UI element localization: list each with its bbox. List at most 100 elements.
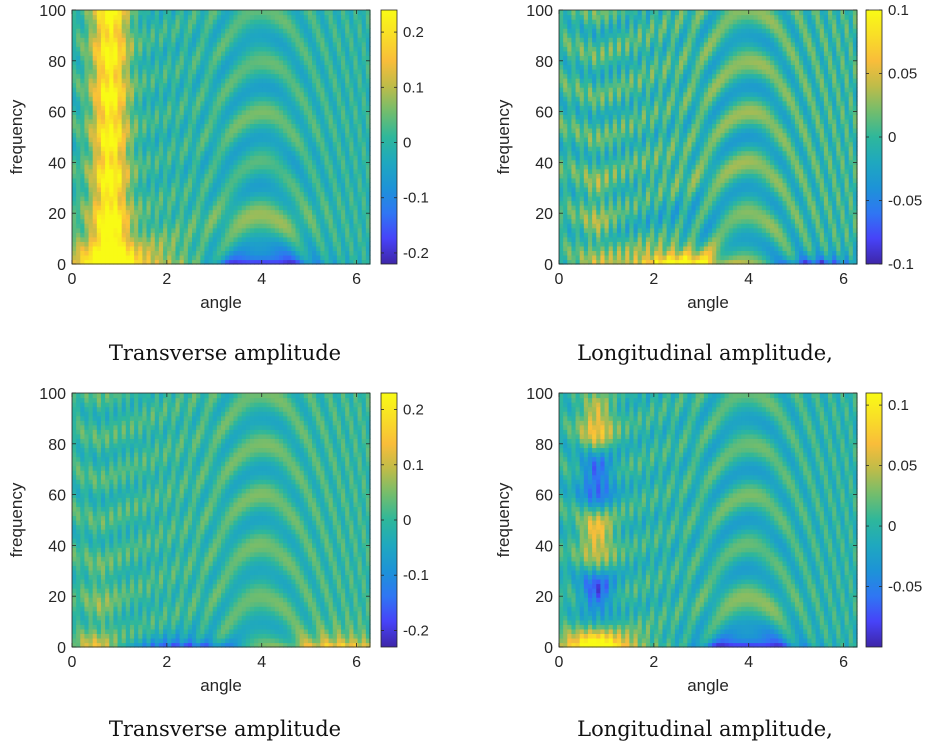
heatmap-cell — [167, 237, 172, 242]
heatmap-cell — [312, 74, 317, 79]
heatmap-cell — [329, 182, 334, 187]
heatmap-cell — [358, 210, 363, 215]
heatmap-cell — [613, 246, 618, 251]
y-tick-label: 60 — [48, 105, 66, 122]
heatmap-cell — [304, 223, 309, 228]
heatmap-cell — [795, 246, 800, 251]
heatmap-cell — [217, 51, 222, 56]
heatmap-cell — [134, 210, 139, 215]
heatmap-cell — [275, 151, 280, 156]
heatmap-cell — [258, 24, 263, 29]
heatmap-cell — [600, 255, 605, 260]
heatmap-cell — [296, 228, 301, 233]
heatmap-cell — [304, 28, 309, 33]
heatmap-cell — [353, 164, 358, 169]
heatmap-cell — [341, 178, 346, 183]
heatmap-cell — [349, 46, 354, 51]
heatmap-cell — [76, 214, 81, 219]
heatmap-cell — [333, 105, 338, 110]
heatmap-cell — [304, 33, 309, 38]
heatmap-cell — [716, 228, 721, 233]
heatmap-cell — [799, 210, 804, 215]
heatmap-cell — [283, 178, 288, 183]
heatmap-cell — [267, 119, 272, 124]
heatmap-cell — [246, 178, 251, 183]
heatmap-cell — [180, 142, 185, 147]
heatmap-cell — [84, 64, 89, 69]
heatmap-cell — [142, 55, 147, 60]
heatmap-cell — [134, 250, 139, 255]
heatmap-cell — [130, 83, 135, 88]
heatmap-cell — [609, 232, 614, 237]
heatmap-cell — [845, 228, 850, 233]
heatmap-cell — [72, 164, 77, 169]
heatmap-cell — [617, 241, 622, 246]
heatmap-cell — [267, 28, 272, 33]
heatmap-cell — [175, 28, 180, 33]
heatmap-cell — [333, 173, 338, 178]
heatmap-cell — [596, 223, 601, 228]
heatmap-cell — [184, 28, 189, 33]
heatmap-cell — [774, 237, 779, 242]
heatmap-cell — [242, 228, 247, 233]
heatmap-cell — [621, 205, 626, 210]
heatmap-cell — [250, 42, 255, 47]
heatmap-cell — [762, 237, 767, 242]
heatmap-cell — [774, 250, 779, 255]
heatmap-cell — [353, 155, 358, 160]
heatmap-cell — [250, 28, 255, 33]
heatmap-cell — [142, 101, 147, 106]
heatmap-cell — [196, 151, 201, 156]
heatmap-cell — [774, 246, 779, 251]
heatmap-cell — [93, 146, 98, 151]
heatmap-cell — [708, 205, 713, 210]
heatmap-cell — [155, 173, 160, 178]
heatmap-cell — [708, 210, 713, 215]
heatmap-cell — [600, 214, 605, 219]
heatmap-cell — [845, 232, 850, 237]
heatmap-cell — [238, 96, 243, 101]
heatmap-cell — [349, 228, 354, 233]
heatmap-cell — [283, 46, 288, 51]
heatmap-cell — [267, 178, 272, 183]
heatmap-cell — [349, 182, 354, 187]
heatmap-cell — [283, 151, 288, 156]
heatmap-cell — [691, 246, 696, 251]
heatmap-cell — [118, 55, 123, 60]
heatmap-cell — [105, 119, 110, 124]
heatmap-cell — [147, 201, 152, 206]
heatmap-cell — [712, 241, 717, 246]
heatmap-cell — [184, 255, 189, 260]
heatmap-cell — [93, 187, 98, 192]
heatmap-cell — [563, 237, 568, 242]
heatmap-cell — [155, 69, 160, 74]
heatmap-cell — [229, 123, 234, 128]
heatmap-cell — [279, 33, 284, 38]
heatmap-cell — [316, 250, 321, 255]
heatmap-cell — [304, 55, 309, 60]
heatmap-cell — [613, 223, 618, 228]
heatmap-cell — [122, 69, 127, 74]
heatmap-cell — [258, 223, 263, 228]
heatmap-cell — [233, 151, 238, 156]
heatmap-cell — [130, 33, 135, 38]
heatmap-cell — [159, 74, 164, 79]
heatmap-cell — [151, 92, 156, 97]
heatmap-cell — [155, 28, 160, 33]
heatmap-cell — [163, 101, 168, 106]
heatmap-cell — [333, 160, 338, 165]
heatmap-cell — [113, 69, 118, 74]
heatmap-cell — [329, 232, 334, 237]
heatmap-cell — [345, 51, 350, 56]
heatmap-cell — [105, 246, 110, 251]
heatmap-cell — [563, 223, 568, 228]
heatmap-cell — [279, 169, 284, 174]
heatmap-cell — [159, 24, 164, 29]
heatmap-cell — [287, 228, 292, 233]
heatmap-cell — [275, 187, 280, 192]
heatmap-cell — [667, 219, 672, 224]
heatmap-cell — [171, 87, 176, 92]
heatmap-cell — [836, 219, 841, 224]
heatmap-cell — [341, 219, 346, 224]
heatmap-cell — [567, 205, 572, 210]
